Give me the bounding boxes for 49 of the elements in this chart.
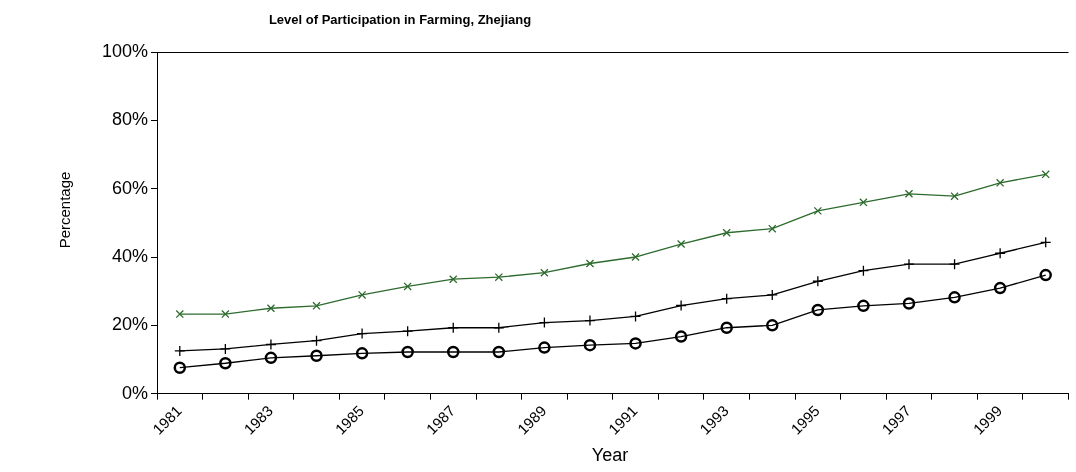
point	[813, 206, 823, 216]
point	[948, 291, 961, 304]
point	[950, 192, 959, 201]
point	[811, 303, 825, 317]
point	[629, 337, 642, 350]
x-axis-title: Year	[591, 444, 629, 465]
point	[1039, 268, 1052, 282]
point	[993, 281, 1007, 295]
point	[492, 345, 506, 359]
point	[674, 330, 688, 343]
point	[494, 272, 503, 282]
point	[766, 319, 779, 332]
chart-title: Level of Participation in Farming, Zhejiang	[268, 11, 532, 27]
point	[175, 309, 184, 319]
point	[1041, 170, 1050, 179]
point	[768, 224, 777, 233]
point	[266, 304, 276, 313]
y-tick-label: 100%	[101, 40, 148, 61]
y-tick-label: 80%	[111, 109, 148, 130]
point	[401, 345, 414, 359]
y-tick-label: 40%	[111, 245, 148, 266]
y-tick-label: 0%	[121, 382, 148, 403]
point	[219, 357, 232, 370]
point	[631, 252, 640, 262]
point	[676, 239, 686, 249]
y-axis-title: Percentage	[56, 171, 74, 249]
point	[173, 361, 187, 374]
point	[722, 228, 731, 237]
point	[857, 299, 870, 313]
point	[585, 259, 595, 268]
y-tick-label: 60%	[111, 177, 148, 198]
point	[312, 301, 321, 311]
point	[720, 321, 733, 334]
point	[540, 268, 549, 277]
point	[449, 275, 458, 284]
point	[583, 338, 597, 352]
y-tick-label: 20%	[111, 314, 148, 335]
point	[264, 351, 278, 365]
point	[355, 347, 369, 360]
point	[538, 341, 551, 354]
point	[995, 178, 1005, 188]
point	[904, 189, 914, 198]
point	[357, 290, 367, 300]
point	[902, 297, 916, 310]
point	[403, 282, 412, 291]
point	[859, 198, 868, 207]
point	[310, 349, 323, 362]
point	[446, 345, 460, 359]
point	[221, 309, 230, 319]
